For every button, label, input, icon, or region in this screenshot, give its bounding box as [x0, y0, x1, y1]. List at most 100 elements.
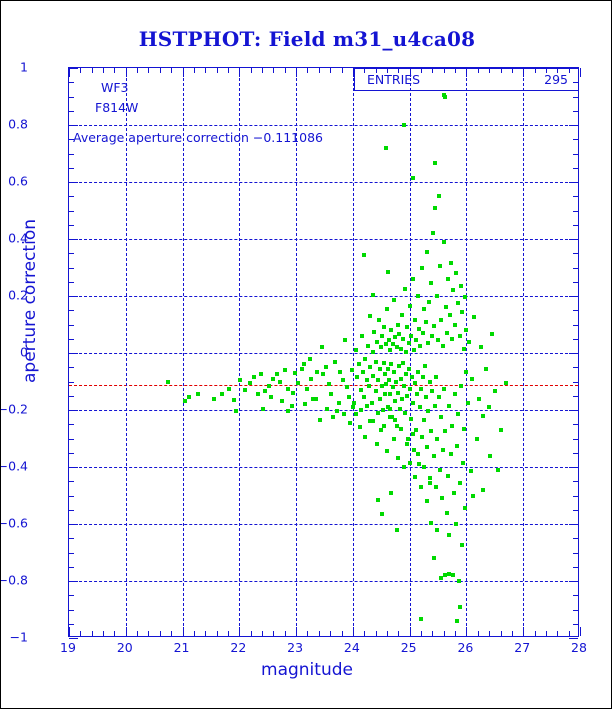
axis-tick	[69, 481, 74, 483]
data-point	[398, 346, 403, 351]
axis-tick	[171, 631, 173, 636]
data-point	[400, 360, 405, 365]
data-point	[461, 460, 466, 465]
data-point	[387, 348, 392, 353]
axis-tick	[573, 538, 578, 540]
x-tick-label: 20	[116, 640, 133, 655]
data-point	[413, 380, 418, 385]
axis-tick	[273, 68, 275, 73]
axis-tick	[137, 68, 139, 73]
data-point	[384, 382, 389, 387]
y-tick-label: 0.6	[8, 173, 28, 189]
data-point	[420, 331, 425, 336]
axis-tick	[534, 631, 536, 636]
y-tick-label: −0.2	[0, 401, 28, 417]
data-point	[438, 415, 443, 420]
data-point	[382, 423, 387, 428]
data-point	[311, 396, 316, 401]
axis-tick	[489, 68, 491, 73]
data-point	[347, 395, 352, 400]
data-point	[422, 363, 427, 368]
axis-tick	[573, 82, 578, 84]
data-point	[376, 410, 381, 415]
data-point	[399, 426, 404, 431]
data-point	[382, 325, 387, 330]
axis-tick	[455, 68, 457, 73]
data-point	[463, 369, 468, 374]
axis-tick	[489, 631, 491, 636]
data-point	[416, 462, 421, 467]
data-point	[437, 194, 442, 199]
axis-tick	[69, 68, 78, 69]
data-point	[457, 579, 462, 583]
data-point	[416, 369, 421, 374]
axis-tick	[398, 631, 400, 636]
data-point	[370, 419, 375, 424]
data-point	[431, 453, 436, 458]
axis-tick	[573, 609, 578, 611]
data-point	[472, 315, 477, 320]
x-tick-label: 22	[230, 640, 247, 655]
data-point	[251, 375, 256, 380]
data-point	[187, 395, 192, 400]
data-point	[350, 405, 355, 410]
data-point	[396, 456, 401, 461]
axis-tick	[69, 353, 78, 354]
data-point	[285, 409, 290, 414]
axis-tick	[330, 68, 332, 73]
data-point	[353, 412, 358, 417]
data-point	[380, 512, 385, 517]
data-point	[362, 395, 367, 400]
axis-tick	[69, 281, 74, 283]
data-point	[393, 335, 398, 340]
data-point	[279, 399, 284, 404]
data-point	[319, 345, 324, 350]
axis-tick	[511, 68, 513, 73]
data-point	[451, 288, 456, 293]
data-point	[481, 487, 486, 492]
axis-tick	[432, 68, 434, 73]
axis-tick	[500, 631, 502, 636]
data-point	[400, 396, 405, 401]
data-point	[404, 372, 409, 377]
axis-tick	[573, 224, 578, 226]
axis-tick	[545, 68, 547, 73]
data-point	[470, 376, 475, 381]
data-point	[342, 412, 347, 417]
data-point	[375, 497, 380, 502]
axis-tick	[137, 631, 139, 636]
axis-tick	[262, 631, 264, 636]
data-point	[395, 527, 400, 532]
data-point	[375, 378, 380, 383]
grid-line-vertical	[296, 68, 298, 636]
data-point	[405, 436, 410, 441]
axis-tick	[318, 631, 320, 636]
data-point	[467, 339, 472, 344]
axis-tick	[125, 68, 127, 77]
data-point	[243, 388, 247, 393]
data-point	[431, 556, 436, 561]
data-point	[462, 295, 467, 300]
data-point	[416, 452, 421, 457]
data-point	[355, 375, 360, 380]
axis-tick	[69, 638, 78, 639]
data-point	[442, 386, 447, 391]
axis-tick	[352, 627, 354, 636]
data-point	[455, 301, 460, 306]
axis-tick	[69, 167, 74, 169]
axis-tick	[573, 395, 578, 397]
axis-tick	[69, 125, 78, 126]
data-point	[238, 378, 243, 383]
data-point	[409, 333, 414, 338]
data-point	[409, 375, 414, 380]
data-point	[403, 410, 408, 415]
data-point	[440, 343, 445, 348]
axis-tick	[193, 68, 195, 73]
data-point	[231, 398, 236, 403]
y-tick-label: 0.2	[8, 287, 28, 303]
axis-tick	[216, 68, 218, 73]
grid-line-vertical	[239, 68, 241, 636]
grid-line-vertical	[466, 68, 468, 636]
axis-tick	[386, 68, 388, 73]
data-point	[371, 373, 376, 378]
